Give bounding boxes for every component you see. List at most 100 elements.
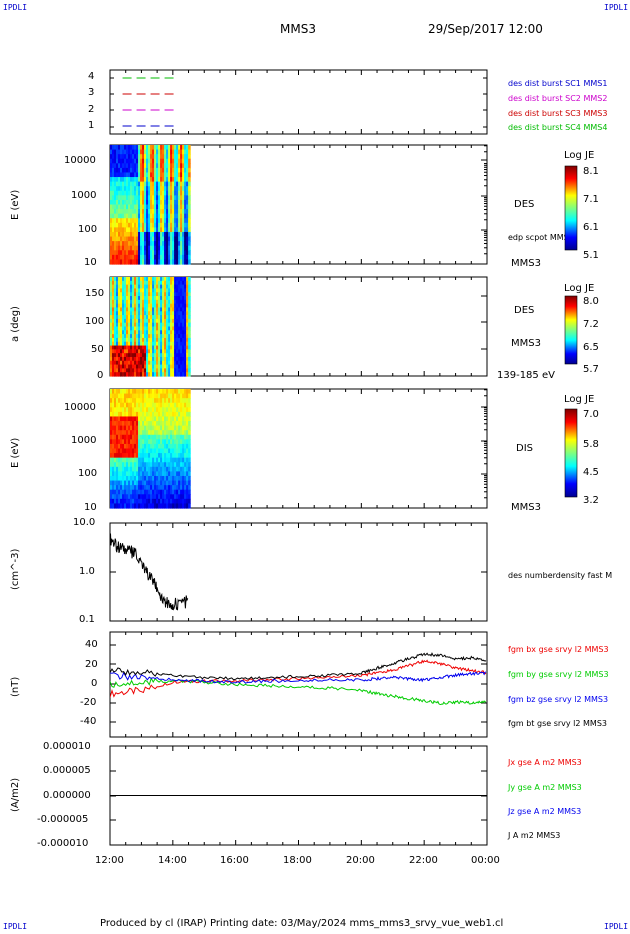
spectrogram-cell: [120, 199, 123, 206]
spectrogram-cell: [144, 199, 147, 206]
spectrogram-cell: [146, 218, 149, 224]
spectrogram-cell: [156, 315, 159, 320]
spectrogram-cell: [126, 149, 129, 155]
spectrogram-cell: [186, 158, 189, 164]
spectrogram-cell: [122, 209, 125, 215]
spectrogram-cell: [140, 368, 143, 373]
spectrogram-cell: [160, 222, 163, 228]
spectrogram-cell: [170, 494, 173, 500]
spectrogram-cell: [124, 259, 127, 265]
spectrogram-cell: [154, 356, 157, 362]
spectrogram-cell: [164, 494, 167, 500]
spectrogram-cell: [118, 204, 121, 210]
spectrogram-cell: [126, 245, 129, 251]
spectrogram-cell: [160, 334, 163, 339]
spectrogram-cell: [160, 315, 163, 320]
spectrogram-cell: [188, 448, 191, 454]
spectrogram-cell: [180, 393, 183, 399]
spectrogram-cell: [168, 453, 171, 459]
spectrogram-cell: [126, 337, 129, 343]
spectrogram-cell: [164, 372, 167, 377]
spectrogram-cell: [172, 360, 175, 366]
spectrogram-cell: [160, 209, 163, 215]
spectrogram-cell: [184, 475, 187, 482]
spectrogram-cell: [110, 402, 113, 408]
spectrogram-cell: [188, 149, 191, 155]
spectrogram-cell: [174, 296, 177, 301]
legend-by: fgm by gse srvy l2 MMS3: [508, 670, 609, 679]
spectrogram-cell: [130, 411, 133, 418]
spectrogram-cell: [160, 353, 163, 358]
spectrogram-cell: [178, 430, 181, 436]
spectrogram-cell: [168, 227, 171, 233]
spectrogram-cell: [176, 466, 179, 472]
spectrogram-cell: [156, 349, 159, 354]
spectrogram-cell: [134, 254, 137, 261]
spectrogram-cell: [156, 163, 159, 169]
spectrogram-cell: [154, 181, 157, 187]
spectrogram-cell: [120, 311, 123, 316]
spectrogram-cell: [168, 353, 171, 358]
spectrogram-cell: [164, 498, 167, 505]
spectrogram-cell: [110, 393, 113, 399]
spectrogram-cell: [178, 190, 181, 196]
spectrogram-cell: [170, 195, 173, 201]
spectrogram-cell: [134, 145, 137, 151]
spectrogram-cell: [182, 398, 185, 404]
tick-pitch-0: 0: [97, 370, 104, 381]
spectrogram-cell: [166, 195, 169, 201]
spectrogram-cell: [120, 475, 123, 482]
spectrogram-cell: [186, 311, 189, 316]
spectrogram-cell: [138, 322, 141, 328]
spectrogram-cell: [122, 299, 125, 305]
spectrogram-cell: [124, 288, 127, 293]
spectrogram-cell: [186, 368, 189, 373]
spectrogram-cell: [120, 430, 123, 436]
spectrogram-cell: [154, 434, 157, 440]
spectrogram-cell: [154, 425, 157, 431]
spectrogram-cell: [128, 311, 131, 316]
spectrogram-cell: [178, 349, 181, 354]
spectrogram-cell: [176, 292, 179, 297]
spectrogram-cell: [118, 462, 121, 468]
spectrogram-cell: [134, 503, 137, 509]
spectrogram-cell: [160, 503, 163, 509]
spectrogram-cell: [112, 254, 115, 261]
spectrogram-cell: [182, 462, 185, 468]
spectrogram-cell: [122, 345, 125, 350]
spectrogram-cell: [178, 337, 181, 343]
spectrogram-cell: [180, 480, 183, 486]
spectrogram-cell: [164, 434, 167, 440]
spectrogram-cell: [138, 163, 141, 169]
spectrogram-cell: [142, 498, 145, 505]
spectrogram-cell: [180, 213, 183, 219]
spectrogram-cell: [170, 303, 173, 309]
spectrogram-cell: [118, 443, 121, 450]
spectrogram-cell: [144, 296, 147, 301]
spectrogram-cell: [166, 462, 169, 468]
spectrogram-cell: [186, 307, 189, 312]
spectrogram-cell: [162, 503, 165, 509]
spectrogram-cell: [174, 353, 177, 358]
spectrogram-cell: [130, 177, 133, 183]
spectrogram-cell: [126, 315, 129, 320]
spectrogram-cell: [170, 462, 173, 468]
spectrogram-cell: [176, 353, 179, 358]
spectrogram-cell: [134, 402, 137, 408]
spectrogram-cell: [180, 489, 183, 495]
spectrogram-cell: [154, 241, 157, 247]
spectrogram-cell: [170, 326, 173, 331]
spectrogram-cell: [186, 292, 189, 297]
spectrogram-cell: [186, 231, 189, 238]
spectrogram-cell: [144, 326, 147, 331]
spectrogram-cell: [154, 457, 157, 463]
spectrogram-cell: [132, 222, 135, 228]
spectrogram-cell: [120, 284, 123, 290]
spectrogram-cell: [188, 498, 191, 505]
spectrogram-cell: [170, 425, 173, 431]
spectrogram-cell: [174, 360, 177, 366]
spectrogram-cell: [144, 330, 147, 335]
spectrogram-cell: [140, 466, 143, 472]
spectrogram-cell: [162, 245, 165, 251]
spectrogram-cell: [126, 299, 129, 305]
